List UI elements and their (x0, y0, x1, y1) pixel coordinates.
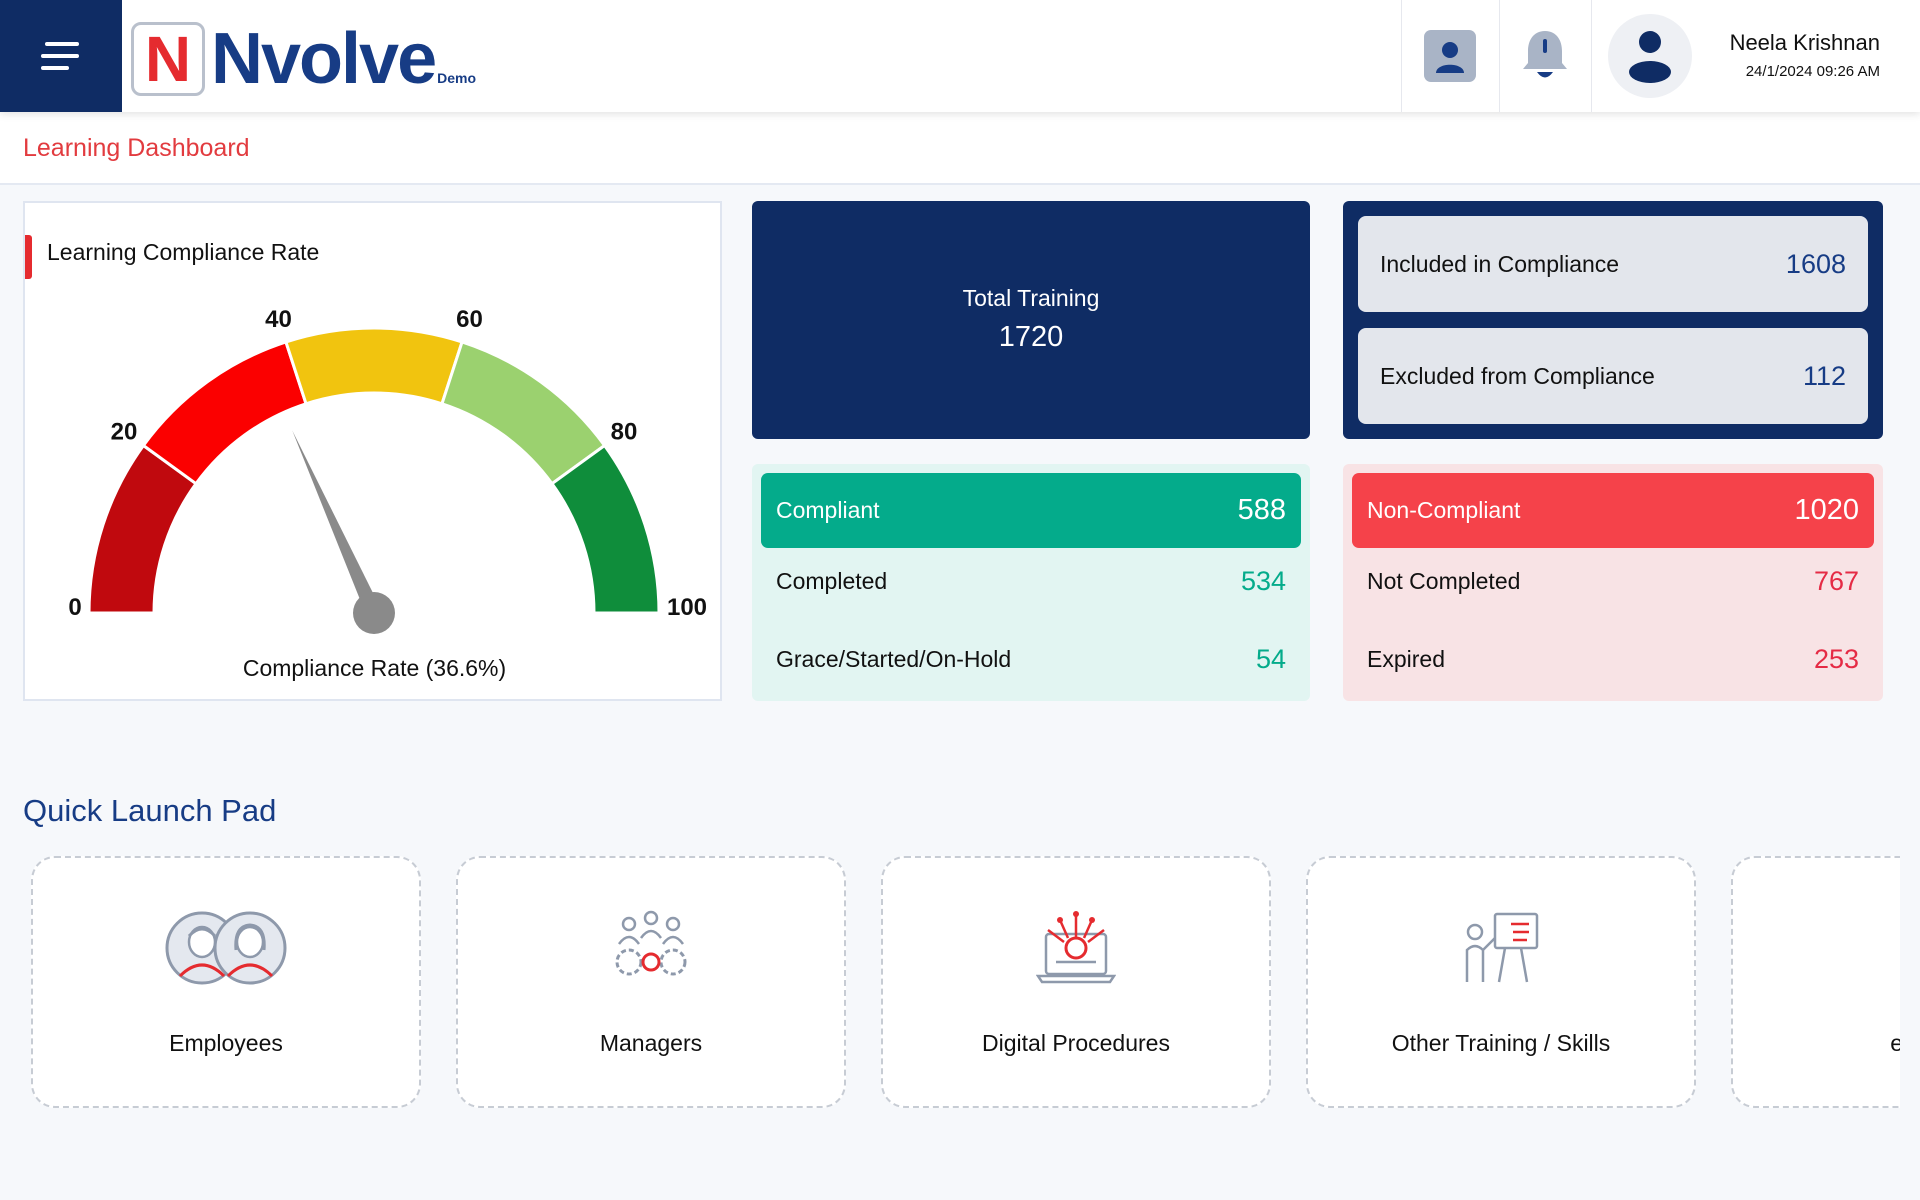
gauge-segment (141, 340, 308, 486)
tile-elearning[interactable]: eLearn (1731, 856, 1900, 1108)
compliance-gauge-card: Learning Compliance Rate 0 20 40 60 80 100 Co… (23, 201, 722, 701)
gauge-needle (292, 430, 382, 617)
elearning-icon (1776, 910, 1900, 986)
bell-icon (1523, 31, 1567, 78)
gauge-chart: 0 20 40 60 80 100 (68, 306, 707, 634)
expired-value: 253 (1813, 644, 1859, 674)
grace-value: 54 (1255, 644, 1286, 674)
grace-label: Grace/Started/On-Hold (776, 646, 1012, 672)
gauge-tick-label: 0 (68, 594, 81, 621)
gauge-needle-hub (353, 592, 395, 634)
compliant-label: Compliant (776, 497, 880, 523)
non-compliant-panel: Non-Compliant 1020 Not Completed 767 Exp… (1343, 464, 1883, 701)
gauge-title: Learning Compliance Rate (47, 239, 320, 265)
tile-label: Other Training / Skills (1391, 1030, 1611, 1056)
tile-digital-procedures[interactable]: Digital Procedures (881, 856, 1271, 1108)
logo-letter: N (144, 23, 192, 95)
expired-label: Expired (1367, 646, 1445, 672)
logo-mark: N (131, 22, 205, 96)
grace-started-onhold-row[interactable]: Grace/Started/On-Hold 54 (776, 644, 1286, 675)
header-divider (1499, 0, 1500, 112)
contact-card-button[interactable] (1402, 0, 1498, 112)
tile-label: eLearn (1890, 1030, 1900, 1056)
gauge-tick-label: 40 (265, 306, 292, 333)
header-divider (1591, 0, 1592, 112)
user-name: Neela Krishnan (1729, 30, 1880, 55)
tile-label: Employees (169, 1030, 283, 1056)
header-divider (1401, 0, 1402, 112)
app-header: N Nvolve Demo Neela Krishnan 24/1/2024 0… (0, 0, 1920, 112)
compliant-value: 588 (1237, 494, 1286, 526)
not-completed-value: 767 (1813, 566, 1859, 596)
gauge-caption: Compliance Rate (36.6%) (242, 655, 507, 681)
gauge-tick-label: 60 (456, 306, 483, 333)
excluded-from-compliance-row[interactable]: Excluded from Compliance 112 (1358, 328, 1868, 424)
total-training-value: 1720 (998, 321, 1064, 353)
training-skills-icon (1465, 912, 1539, 983)
logo-demo-badge: Demo (437, 70, 477, 86)
total-training-card[interactable]: Total Training 1720 (752, 201, 1310, 439)
non-compliant-label: Non-Compliant (1367, 497, 1521, 523)
logo-wordmark: Nvolve (211, 19, 437, 99)
non-compliant-header[interactable]: Non-Compliant 1020 (1352, 473, 1874, 548)
not-completed-row[interactable]: Not Completed 767 (1367, 566, 1859, 597)
contact-card-icon (1424, 30, 1476, 82)
excluded-label: Excluded from Compliance (1380, 362, 1655, 389)
compliant-panel: Compliant 588 Completed 534 Grace/Starte… (752, 464, 1310, 701)
completed-row[interactable]: Completed 534 (776, 566, 1286, 597)
gauge-segment (284, 326, 464, 406)
non-compliant-value: 1020 (1794, 494, 1859, 526)
included-in-compliance-row[interactable]: Included in Compliance 1608 (1358, 216, 1868, 312)
completed-label: Completed (776, 568, 888, 594)
card-accent-bar (25, 235, 32, 279)
gauge-segment (549, 443, 661, 615)
excluded-value: 112 (1802, 360, 1846, 391)
gauge-tick-label: 20 (111, 418, 138, 445)
tile-label: Digital Procedures (982, 1030, 1170, 1056)
managers-icon (615, 910, 687, 976)
brand-logo[interactable]: N Nvolve Demo (131, 18, 476, 96)
quick-launch-pad: Employees Managers (23, 850, 1900, 1115)
breadcrumb-bar: Learning Dashboard (0, 112, 1920, 185)
completed-value: 534 (1240, 566, 1286, 596)
page-title: Learning Dashboard (23, 134, 250, 162)
not-completed-label: Not Completed (1367, 568, 1521, 594)
employees-icon (165, 911, 287, 985)
user-avatar[interactable] (1608, 14, 1692, 98)
tile-label: Managers (599, 1030, 703, 1056)
user-avatar-icon (1629, 31, 1671, 83)
notifications-button[interactable] (1500, 0, 1590, 112)
tile-other-training-skills[interactable]: Other Training / Skills (1306, 856, 1696, 1108)
total-training-label: Total Training (962, 285, 1100, 311)
hamburger-icon (41, 42, 79, 70)
gauge-tick-label: 80 (611, 418, 638, 445)
quick-launch-title: Quick Launch Pad (23, 793, 277, 828)
included-label: Included in Compliance (1380, 250, 1620, 277)
menu-toggle-button[interactable] (0, 0, 122, 112)
expired-row[interactable]: Expired 253 (1367, 644, 1859, 675)
user-datetime: 24/1/2024 09:26 AM (1745, 63, 1880, 80)
compliance-inclusion-panel: Included in Compliance 1608 Excluded fro… (1343, 201, 1883, 439)
tile-managers[interactable]: Managers (456, 856, 846, 1108)
compliant-header[interactable]: Compliant 588 (761, 473, 1301, 548)
tile-employees[interactable]: Employees (31, 856, 421, 1108)
included-value: 1608 (1785, 248, 1846, 279)
digital-procedures-icon (1036, 911, 1116, 984)
gauge-tick-label: 100 (667, 594, 707, 621)
